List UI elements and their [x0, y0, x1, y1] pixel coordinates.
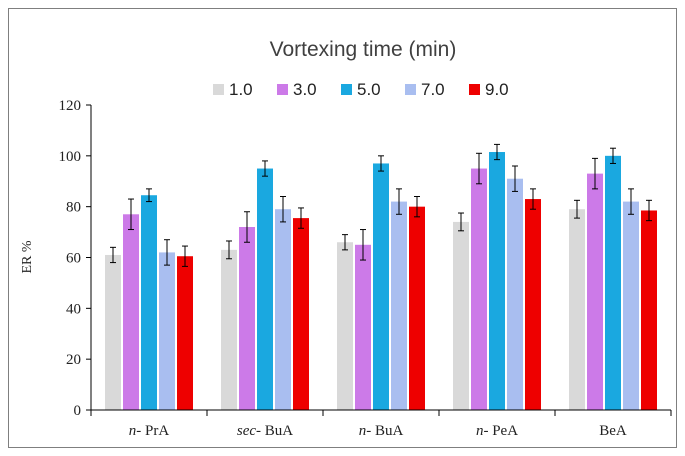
legend-label: 7.0 [421, 80, 445, 99]
legend-label: 9.0 [485, 80, 509, 99]
category-label: n- BuA [359, 423, 404, 439]
bar-9.0-cat4 [641, 210, 657, 410]
bar-3.0-cat3 [471, 168, 487, 410]
bar-5.0-cat3 [489, 152, 505, 411]
legend-swatch-3.0 [277, 84, 288, 95]
bar-1.0-cat1 [221, 249, 237, 410]
legend-label: 1.0 [229, 80, 253, 99]
legend: 1.0 3.0 5.0 7.0 9.0 [213, 80, 509, 99]
bar-3.0-cat1 [239, 227, 255, 410]
legend-label: 3.0 [293, 80, 317, 99]
bar-3.0-cat4 [587, 173, 603, 410]
y-tick-label: 40 [66, 301, 81, 317]
bar-9.0-cat2 [409, 206, 425, 410]
category-prefix: n- [359, 423, 372, 439]
legend-label: 5.0 [357, 80, 381, 99]
y-tick-label: 100 [59, 149, 82, 165]
y-tick-label: 0 [74, 403, 82, 419]
legend-swatch-5.0 [341, 84, 352, 95]
bar-9.0-cat1 [293, 218, 309, 410]
category-label: n- PrA [129, 423, 170, 439]
category-prefix: sec- [237, 423, 261, 439]
bar-1.0-cat3 [453, 221, 469, 410]
bar-5.0-cat1 [257, 168, 273, 410]
category-name: BuA [261, 423, 293, 439]
bar-7.0-cat1 [275, 209, 291, 410]
category-label: BeA [599, 423, 627, 439]
category-name: BuA [371, 423, 403, 439]
bar-7.0-cat2 [391, 201, 407, 410]
category-name: PrA [141, 423, 169, 439]
chart: Vortexing time (min) 1.0 3.0 5.0 7.0 9.0 ER … [20, 38, 672, 439]
category-name: BeA [599, 423, 627, 439]
category-name: PeA [488, 423, 518, 439]
legend-swatch-9.0 [469, 84, 480, 95]
y-tick-label: 80 [66, 200, 81, 216]
bar-7.0-cat0 [159, 252, 175, 410]
legend-swatch-7.0 [405, 84, 416, 95]
bar-3.0-cat2 [355, 244, 371, 410]
bar-3.0-cat0 [123, 214, 139, 410]
bar-9.0-cat3 [525, 199, 541, 410]
bar-5.0-cat2 [373, 163, 389, 410]
bars [105, 143, 657, 411]
bar-1.0-cat4 [569, 209, 585, 410]
y-tick-label: 60 [66, 251, 81, 267]
category-prefix: n- [129, 423, 142, 439]
bar-7.0-cat4 [623, 201, 639, 410]
bar-5.0-cat4 [605, 155, 621, 410]
category-label: n- PeA [476, 423, 518, 439]
category-label: sec- BuA [237, 423, 293, 439]
chart-frame: Vortexing time (min) 1.0 3.0 5.0 7.0 9.0 ER … [8, 8, 677, 448]
bar-1.0-cat0 [105, 254, 121, 410]
y-tick-label: 20 [66, 352, 81, 368]
bar-5.0-cat0 [141, 195, 157, 410]
legend-swatch-1.0 [213, 84, 224, 95]
y-axis-label: ER % [20, 240, 35, 273]
bar-7.0-cat3 [507, 178, 523, 410]
chart-title: Vortexing time (min) [270, 38, 457, 61]
y-tick-label: 120 [59, 98, 82, 114]
bar-9.0-cat0 [177, 256, 193, 410]
category-prefix: n- [476, 423, 489, 439]
bar-1.0-cat2 [337, 242, 353, 410]
